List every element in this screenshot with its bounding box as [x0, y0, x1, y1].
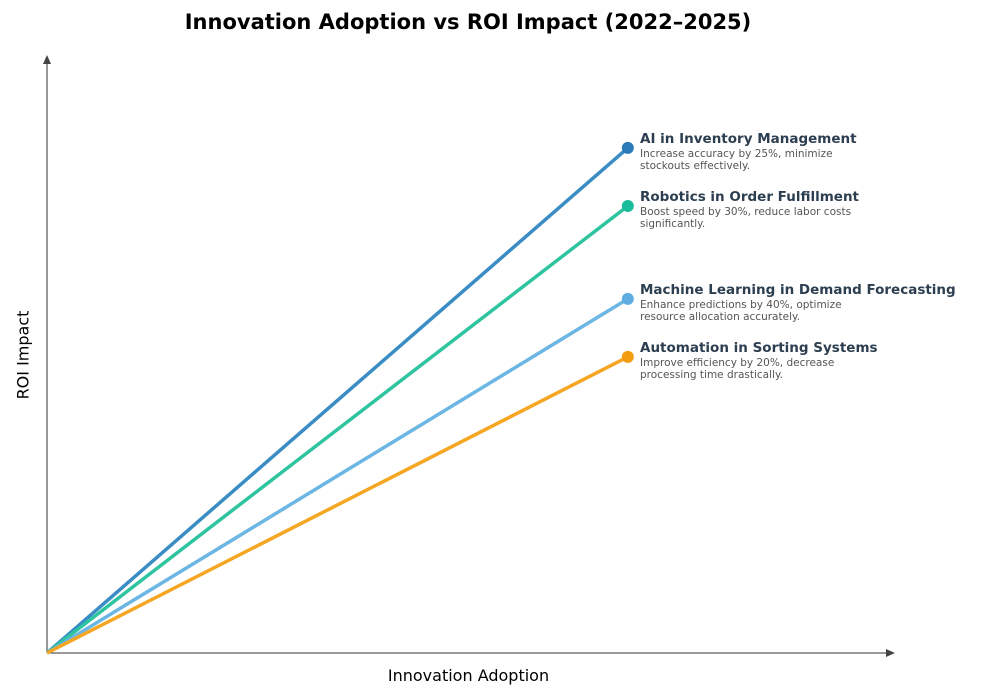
chart-title: Innovation Adoption vs ROI Impact (2022–… — [184, 10, 752, 34]
series-line — [46, 297, 629, 655]
x-axis-label: Innovation Adoption — [387, 666, 550, 685]
endpoint-marker — [621, 141, 634, 154]
x-axis-arrow — [886, 649, 895, 657]
series-annotation: Automation in Sorting Systems Improve eff… — [640, 340, 878, 382]
endpoint-marker — [621, 199, 634, 212]
annotation-description: Increase accuracy by 25%, minimize stock… — [640, 147, 833, 173]
series-line — [46, 355, 629, 655]
endpoint-marker — [621, 292, 634, 305]
y-axis-arrow — [43, 55, 51, 64]
annotation-description: Enhance predictions by 40%, optimize res… — [640, 298, 842, 324]
annotation-title: AI in Inventory Management — [640, 130, 857, 147]
annotation-title: Machine Learning in Demand Forecasting — [640, 281, 956, 298]
annotation-description: Improve efficiency by 20%, decrease proc… — [640, 356, 835, 382]
series-annotation: Robotics in Order Fulfillment Boost speed… — [640, 189, 859, 231]
endpoint-marker — [621, 350, 634, 363]
annotation-description: Boost speed by 30%, reduce labor costs s… — [640, 205, 852, 231]
series-annotation: Machine Learning in Demand Forecasting En… — [640, 282, 956, 324]
series-line — [45, 204, 629, 655]
annotation-title: Robotics in Order Fulfillment — [640, 188, 860, 205]
annotation-title: Automation in Sorting Systems — [640, 339, 878, 356]
series-line — [45, 146, 629, 655]
series-annotation: AI in Inventory Management Increase accur… — [640, 131, 857, 173]
y-axis-label: ROI Impact — [13, 310, 33, 400]
